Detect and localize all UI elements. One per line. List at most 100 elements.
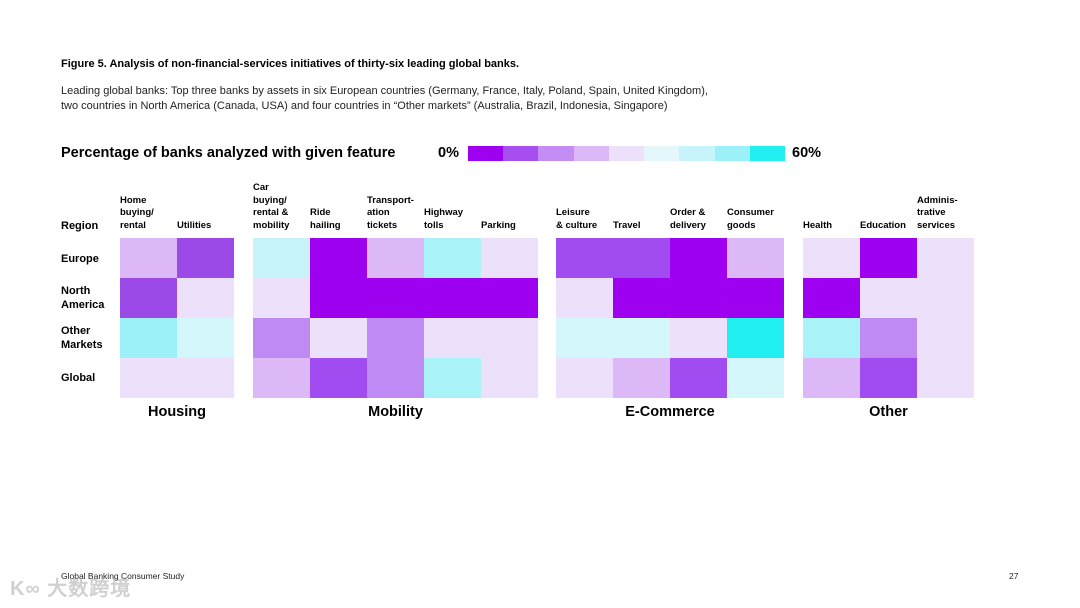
column-label: Health xyxy=(803,220,832,233)
column-label-line: ation xyxy=(367,207,390,218)
heatmap-cell xyxy=(917,358,974,398)
column-label-line: Consumer xyxy=(727,207,774,218)
heatmap-cell xyxy=(556,358,613,398)
heatmap-cell xyxy=(481,318,538,358)
legend-swatch xyxy=(644,146,680,161)
heatmap-cell xyxy=(481,278,538,318)
heatmap-cell xyxy=(860,358,917,398)
row-label-global: Global xyxy=(61,371,95,385)
column-label: Ride hailing xyxy=(310,207,341,232)
heatmap-cell xyxy=(253,238,310,278)
heatmap-cell xyxy=(367,238,424,278)
heatmap-cell xyxy=(670,278,727,318)
heatmap-cell xyxy=(670,238,727,278)
subtitle-line-2: two countries in North America (Canada, … xyxy=(61,100,668,112)
heatmap-cell xyxy=(556,318,613,358)
legend-swatch xyxy=(608,146,645,161)
column-label-line: Education xyxy=(860,219,906,231)
column-label: Travel xyxy=(613,220,640,233)
group-label-mobility: Mobility xyxy=(368,404,423,420)
heatmap-cell xyxy=(424,278,481,318)
column-label-line: Order & xyxy=(670,207,706,218)
row-label-line: America xyxy=(61,299,105,311)
column-label-line: trative xyxy=(917,207,946,218)
column-label-line: Leisure xyxy=(556,207,590,218)
column-label-line: delivery xyxy=(670,219,706,231)
legend-swatch xyxy=(503,146,539,161)
figure-subtitle: Leading global banks: Top three banks by… xyxy=(61,84,781,114)
heatmap-cell xyxy=(177,238,234,278)
column-label-line: tickets xyxy=(367,219,398,231)
legend-color-scale xyxy=(468,146,785,161)
heatmap-cell xyxy=(367,278,424,318)
legend-max-label: 60% xyxy=(792,145,822,161)
heatmap-cell xyxy=(367,358,424,398)
subtitle-line-1: Leading global banks: Top three banks by… xyxy=(61,85,708,97)
watermark-logo: K∞ 大数跨境 xyxy=(10,578,132,600)
heatmap-cell xyxy=(727,358,784,398)
column-label-line: buying/ xyxy=(253,194,287,206)
heatmap-cell xyxy=(670,358,727,398)
heatmap-cell xyxy=(556,238,613,278)
heatmap-cell xyxy=(120,278,177,318)
heatmap-cell xyxy=(253,318,310,358)
row-label-line: North xyxy=(61,285,91,297)
heatmap-cell xyxy=(177,358,234,398)
column-label-line: mobility xyxy=(253,219,290,231)
group-label-housing: Housing xyxy=(148,404,206,420)
page-number: 27 xyxy=(1009,571,1019,581)
row-label-other-markets: Other Markets xyxy=(61,324,103,352)
row-label-north-america: North America xyxy=(61,284,104,312)
heatmap-cell xyxy=(727,318,784,358)
column-label-line: Home xyxy=(120,194,147,206)
column-label: Transport-ation tickets xyxy=(367,195,414,233)
heatmap-cell xyxy=(917,318,974,358)
legend-swatch xyxy=(538,146,574,161)
region-column-header: Region xyxy=(61,220,99,232)
legend-title: Percentage of banks analyzed with given … xyxy=(61,145,396,161)
column-label-line: buying/ xyxy=(120,207,154,218)
heatmap-cell xyxy=(670,318,727,358)
column-label-line: Adminis- xyxy=(917,194,958,206)
row-label-line: Europe xyxy=(61,253,99,265)
column-label-line: Parking xyxy=(481,219,516,231)
heatmap-cell xyxy=(481,238,538,278)
column-label: Leisure & culture xyxy=(556,207,597,232)
row-label-europe: Europe xyxy=(61,252,99,266)
heatmap-cell xyxy=(367,318,424,358)
heatmap-cell xyxy=(253,278,310,318)
figure-title: Figure 5. Analysis of non-financial-serv… xyxy=(61,58,520,70)
legend-swatch xyxy=(749,146,785,161)
heatmap-cell xyxy=(803,318,860,358)
column-label-line: goods xyxy=(727,219,756,231)
column-label: Car buying/rental & mobility xyxy=(253,182,289,232)
heatmap-cell xyxy=(556,278,613,318)
heatmap-cell xyxy=(310,238,367,278)
legend-min-label: 0% xyxy=(438,145,459,161)
column-label: Adminis-trative services xyxy=(917,195,958,233)
heatmap-cell xyxy=(310,278,367,318)
column-label-line: hailing xyxy=(310,219,341,231)
row-label-line: Other xyxy=(61,325,91,337)
legend-swatch xyxy=(714,146,750,161)
heatmap-cell xyxy=(613,238,670,278)
heatmap-cell xyxy=(120,238,177,278)
heatmap-cell xyxy=(613,278,670,318)
legend-swatch xyxy=(468,146,504,161)
row-label-line: Markets xyxy=(61,339,103,351)
heatmap-cell xyxy=(860,318,917,358)
column-label-line: services xyxy=(917,219,956,231)
heatmap-cell xyxy=(120,358,177,398)
column-label-line: Car xyxy=(253,182,269,193)
heatmap-cell xyxy=(424,318,481,358)
column-label: Order & delivery xyxy=(670,207,706,232)
heatmap-cell xyxy=(310,358,367,398)
heatmap-cell xyxy=(424,238,481,278)
column-label: Highway tolls xyxy=(424,207,463,232)
column-label-line: Ride xyxy=(310,207,331,218)
column-label-line: tolls xyxy=(424,219,444,231)
column-label-line: Highway xyxy=(424,207,464,218)
heatmap-cell xyxy=(481,358,538,398)
heatmap-cell xyxy=(917,278,974,318)
heatmap-cell xyxy=(177,318,234,358)
